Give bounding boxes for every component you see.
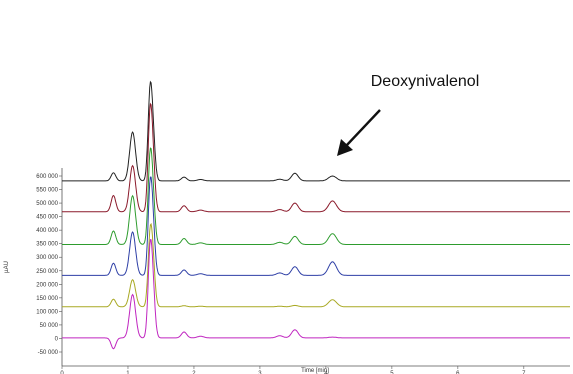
y-tick-label: -50 000 xyxy=(38,350,59,356)
x-tick-label: 6 xyxy=(456,371,460,374)
annotation-label: Deoxynivalenol xyxy=(371,73,480,90)
y-tick-label: 450 000 xyxy=(36,215,58,221)
x-axis: 0 1 2 3 4 5 6 7 Time [min] xyxy=(60,365,570,374)
y-tick-label: 350 000 xyxy=(36,242,58,248)
series-line xyxy=(62,222,570,308)
x-axis-title: Time [min] xyxy=(301,368,329,374)
y-axis-title: µAU xyxy=(4,261,10,273)
annotation: Deoxynivalenol xyxy=(337,73,479,156)
series-line xyxy=(62,238,570,350)
series-group xyxy=(62,80,570,350)
series-line xyxy=(62,147,570,245)
y-tick-label: 600 000 xyxy=(36,174,58,180)
x-tick-label: 1 xyxy=(126,371,130,374)
series-line xyxy=(62,102,570,213)
y-tick-label: 400 000 xyxy=(36,228,58,234)
y-tick-label: 200 000 xyxy=(36,282,58,288)
y-tick-label: 150 000 xyxy=(36,296,58,302)
annotation-arrow-shaft xyxy=(345,109,381,147)
y-tick-label: 0 xyxy=(55,336,59,342)
y-tick-label: 250 000 xyxy=(36,269,58,275)
x-tick-label: 4 xyxy=(324,371,328,374)
y-tick-label: 550 000 xyxy=(36,188,58,194)
series-line xyxy=(62,80,570,182)
y-tick-label: 300 000 xyxy=(36,255,58,261)
series-line xyxy=(62,176,570,276)
x-tick-label: 3 xyxy=(258,371,262,374)
x-tick-label: 2 xyxy=(192,371,196,374)
x-tick-label: 0 xyxy=(60,371,64,374)
y-tick-group: 600 000 550 000 500 000 450 000 400 000 350 0… xyxy=(36,174,62,356)
y-tick-label: 100 000 xyxy=(36,309,58,315)
x-tick-label: 5 xyxy=(390,371,394,374)
annotation-arrow-head xyxy=(337,139,353,156)
y-tick-label: 500 000 xyxy=(36,201,58,207)
y-tick-label: 50 000 xyxy=(40,323,59,329)
x-tick-label: 7 xyxy=(522,371,526,374)
x-tick-group: 0 1 2 3 4 5 6 7 xyxy=(60,366,526,374)
y-axis: 600 000 550 000 500 000 450 000 400 000 350 0… xyxy=(4,168,63,366)
